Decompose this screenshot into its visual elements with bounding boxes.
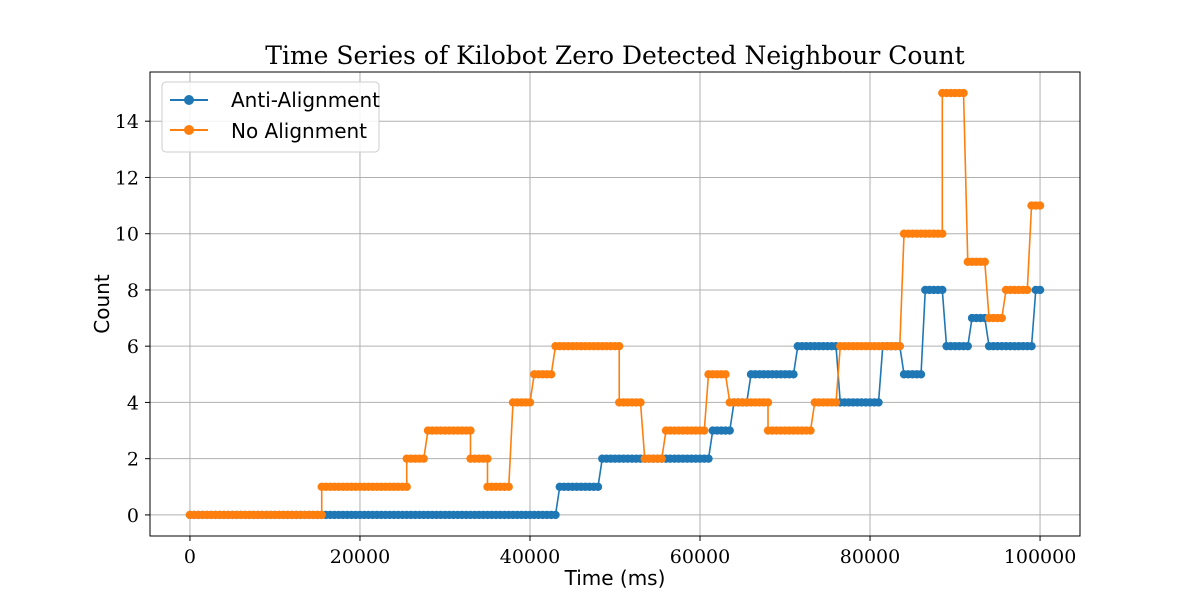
data-point	[980, 257, 989, 267]
data-point	[615, 341, 624, 351]
data-point	[657, 454, 666, 463]
y-tick-label: 0	[127, 505, 139, 527]
data-point	[1035, 201, 1045, 210]
data-point	[636, 398, 645, 407]
data-point	[895, 341, 904, 351]
data-point	[525, 398, 535, 407]
data-point	[763, 398, 773, 407]
series-layer	[185, 88, 1045, 520]
y-axis-label: Count	[90, 274, 114, 334]
legend-marker-no-alignment	[184, 125, 194, 135]
x-axis-label: Time (ms)	[564, 566, 666, 590]
legend-box	[161, 81, 380, 153]
data-point	[551, 510, 560, 520]
data-point	[938, 285, 947, 295]
data-point	[789, 370, 798, 379]
data-point	[1027, 341, 1036, 351]
y-tick-label: 14	[115, 111, 139, 133]
legend: Anti-Alignment No Alignment	[161, 81, 380, 153]
data-point	[1023, 285, 1032, 295]
data-point	[916, 370, 926, 379]
data-point	[704, 454, 713, 463]
data-point	[483, 454, 492, 463]
y-tick-label: 12	[115, 167, 139, 189]
data-point	[593, 482, 603, 491]
data-point	[466, 426, 475, 435]
x-tick-label: 60000	[670, 546, 730, 568]
x-tick-label: 80000	[840, 546, 900, 568]
x-tick-label: 100000	[1004, 546, 1077, 568]
x-tick-label: 0	[184, 546, 196, 568]
series-no-alignment	[185, 88, 1045, 520]
data-point	[963, 341, 972, 351]
data-point	[504, 482, 513, 491]
x-tick-label: 20000	[330, 546, 390, 568]
data-point	[721, 370, 730, 379]
data-point	[959, 88, 968, 98]
data-point	[725, 426, 734, 435]
data-point	[419, 454, 428, 463]
data-point	[831, 398, 841, 407]
plot-frame	[149, 71, 1081, 537]
data-point	[547, 370, 556, 379]
chart-title: Time Series of Kilobot Zero Detected Nei…	[265, 41, 964, 70]
data-point	[317, 510, 326, 520]
data-point	[402, 482, 411, 491]
legend-marker-anti-alignment	[184, 95, 194, 105]
data-point	[874, 398, 883, 407]
y-tick-label: 8	[127, 280, 139, 302]
y-tick-label: 2	[127, 449, 139, 471]
data-point	[806, 426, 815, 435]
data-point	[997, 313, 1006, 323]
data-point	[938, 229, 947, 238]
y-tick-label: 4	[127, 392, 139, 414]
x-tick-label: 40000	[500, 546, 560, 568]
legend-label-no-alignment: No Alignment	[231, 119, 367, 143]
y-tick-label: 6	[127, 336, 139, 358]
data-point	[1035, 285, 1045, 295]
legend-label-anti-alignment: Anti-Alignment	[231, 88, 380, 112]
data-point	[700, 426, 709, 435]
ticks: 0 20000 40000 60000 80000 100000 0 2 4 6 8 10 12 14	[115, 111, 1076, 568]
y-tick-label: 10	[115, 224, 139, 246]
